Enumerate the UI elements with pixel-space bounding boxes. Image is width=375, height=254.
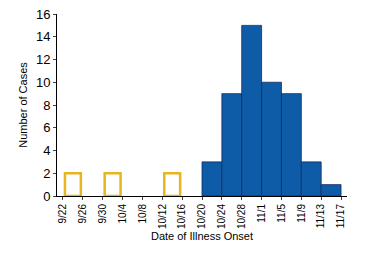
svg-text:10/28: 10/28 xyxy=(236,204,247,229)
svg-text:10/12: 10/12 xyxy=(157,204,168,229)
svg-text:0: 0 xyxy=(43,189,50,204)
svg-text:10/8: 10/8 xyxy=(137,204,148,224)
svg-text:Date of Illness Onset: Date of Illness Onset xyxy=(151,230,253,242)
svg-text:10: 10 xyxy=(36,75,50,90)
svg-text:4: 4 xyxy=(43,143,50,158)
svg-text:9/30: 9/30 xyxy=(97,204,108,224)
svg-text:16: 16 xyxy=(36,7,50,22)
svg-text:11/9: 11/9 xyxy=(296,204,307,223)
svg-text:12: 12 xyxy=(36,52,50,67)
svg-text:11/17: 11/17 xyxy=(335,204,346,229)
svg-text:8: 8 xyxy=(43,98,50,113)
svg-text:11/5: 11/5 xyxy=(276,204,287,223)
svg-text:11/13: 11/13 xyxy=(315,204,326,229)
svg-text:9/26: 9/26 xyxy=(77,204,88,224)
svg-text:6: 6 xyxy=(43,120,50,135)
svg-text:14: 14 xyxy=(36,29,50,44)
svg-text:9/22: 9/22 xyxy=(57,204,68,224)
svg-text:10/4: 10/4 xyxy=(117,204,128,224)
svg-text:2: 2 xyxy=(43,166,50,181)
svg-text:10/24: 10/24 xyxy=(216,204,227,229)
svg-text:Number of Cases: Number of Cases xyxy=(17,62,29,148)
svg-text:11/1: 11/1 xyxy=(256,204,267,223)
svg-text:10/16: 10/16 xyxy=(176,204,187,229)
svg-text:10/20: 10/20 xyxy=(196,204,207,229)
